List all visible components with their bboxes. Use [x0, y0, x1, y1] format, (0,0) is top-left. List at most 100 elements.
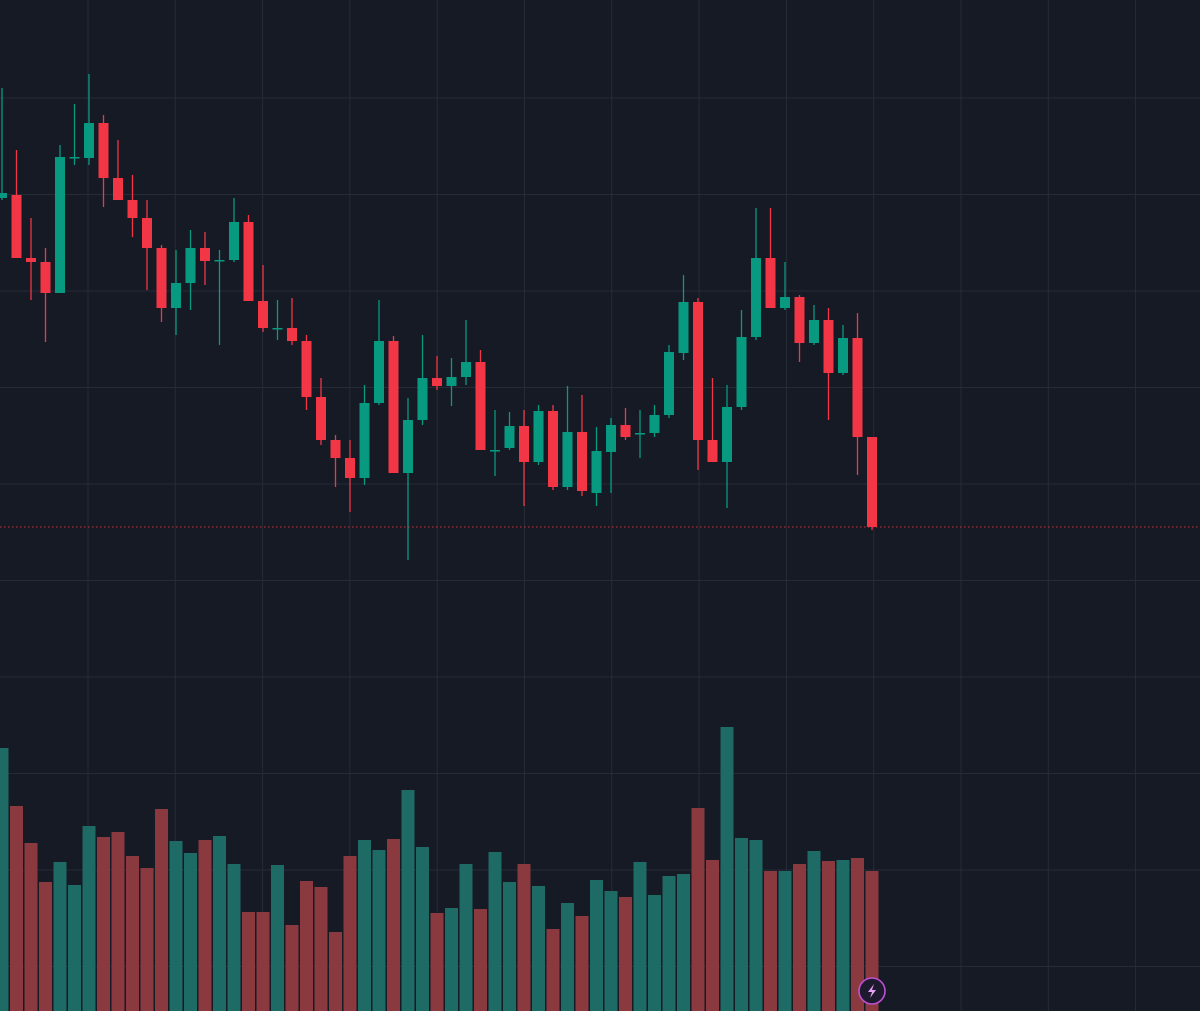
- candle-body: [272, 328, 283, 330]
- volume-bar: [387, 839, 400, 1011]
- candle-body: [635, 433, 645, 435]
- volume-bar: [285, 925, 299, 1011]
- volume-bar: [53, 862, 67, 1011]
- volume-bar: [517, 864, 531, 1011]
- candle-body: [345, 458, 355, 478]
- candle-body: [490, 450, 500, 452]
- volume-bar: [677, 874, 690, 1011]
- volume-bar: [82, 826, 96, 1011]
- candle-body: [664, 352, 674, 415]
- volume-bar: [169, 841, 183, 1011]
- volume-bar: [329, 932, 342, 1011]
- candle-body: [113, 178, 123, 200]
- candle-body: [258, 301, 268, 328]
- candle-body: [330, 440, 341, 458]
- candle-body: [751, 258, 761, 337]
- candle-body: [838, 338, 848, 373]
- candle-body: [852, 338, 863, 437]
- volume-bar: [575, 916, 589, 1011]
- volume-bar: [111, 832, 125, 1011]
- candle-body: [867, 437, 877, 527]
- volume-bar: [706, 860, 719, 1011]
- candle-body: [127, 200, 138, 218]
- volume-bar: [39, 882, 52, 1011]
- volume-bar: [474, 909, 487, 1011]
- candle-body: [722, 407, 732, 462]
- volume-bar: [24, 843, 38, 1011]
- volume-bar: [720, 727, 734, 1011]
- candle-body: [562, 432, 573, 487]
- candle-body: [736, 337, 747, 407]
- candle-body: [577, 432, 587, 491]
- candle-body: [693, 302, 703, 440]
- candle-body: [156, 248, 167, 308]
- candle-body: [519, 426, 529, 462]
- volume-bar: [749, 840, 763, 1011]
- candle-body: [403, 420, 413, 473]
- candle-body: [707, 440, 718, 462]
- volume-bar: [691, 808, 705, 1011]
- candle-body: [388, 341, 399, 473]
- volume-bar: [778, 871, 792, 1011]
- candle-body: [809, 320, 819, 343]
- lightning-button[interactable]: [858, 977, 886, 1005]
- candle-body: [84, 123, 94, 158]
- candle-body: [55, 157, 65, 293]
- candle-body: [548, 411, 558, 487]
- volume-bar: [793, 864, 806, 1011]
- volume-bar: [184, 853, 197, 1011]
- volume-bar: [488, 852, 502, 1011]
- candle-body: [0, 193, 7, 198]
- volume-bar: [561, 903, 574, 1011]
- volume-bar: [68, 885, 81, 1011]
- candle-body: [40, 262, 51, 293]
- lightning-icon: [868, 984, 876, 998]
- candle-body: [533, 411, 544, 462]
- volume-bar: [445, 908, 458, 1011]
- volume-bar: [242, 912, 255, 1011]
- volume-bar: [430, 913, 444, 1011]
- candle-body: [142, 218, 152, 248]
- candle-body: [69, 157, 80, 159]
- volume-bar: [271, 865, 284, 1011]
- volume-bar: [198, 840, 212, 1011]
- candle-body: [185, 248, 196, 283]
- candle-body: [606, 425, 616, 452]
- volume-pane: [0, 727, 879, 1011]
- candle-body: [287, 328, 297, 341]
- volume-bar: [213, 836, 226, 1011]
- candle-body: [780, 297, 790, 308]
- volume-bar: [0, 748, 9, 1011]
- candle-body: [301, 341, 312, 397]
- candle-body: [171, 283, 181, 308]
- volume-bar: [155, 809, 168, 1011]
- candle-body: [591, 451, 602, 493]
- candle-body: [649, 415, 660, 433]
- candle-body: [417, 378, 428, 420]
- candle-body: [620, 425, 631, 437]
- candle-body: [214, 260, 225, 262]
- volume-bar: [256, 912, 270, 1011]
- volume-bar: [836, 860, 850, 1011]
- volume-bar: [764, 871, 777, 1011]
- candle-body: [446, 377, 457, 386]
- volume-bar: [735, 838, 748, 1011]
- candle-body: [316, 397, 326, 440]
- volume-bar: [604, 891, 618, 1011]
- candle-body: [200, 248, 210, 261]
- candle-body: [765, 258, 776, 308]
- candle-body: [229, 222, 239, 260]
- candle-body: [432, 378, 442, 386]
- volume-bar: [358, 840, 371, 1011]
- candle-body: [475, 362, 486, 450]
- candle-body: [26, 258, 36, 262]
- volume-bar: [865, 871, 879, 1011]
- candle-body: [374, 341, 384, 403]
- volume-bar: [227, 864, 241, 1011]
- candle-body: [98, 123, 109, 178]
- volume-bar: [662, 876, 676, 1011]
- volume-bar: [807, 851, 821, 1011]
- volume-bar: [546, 929, 560, 1011]
